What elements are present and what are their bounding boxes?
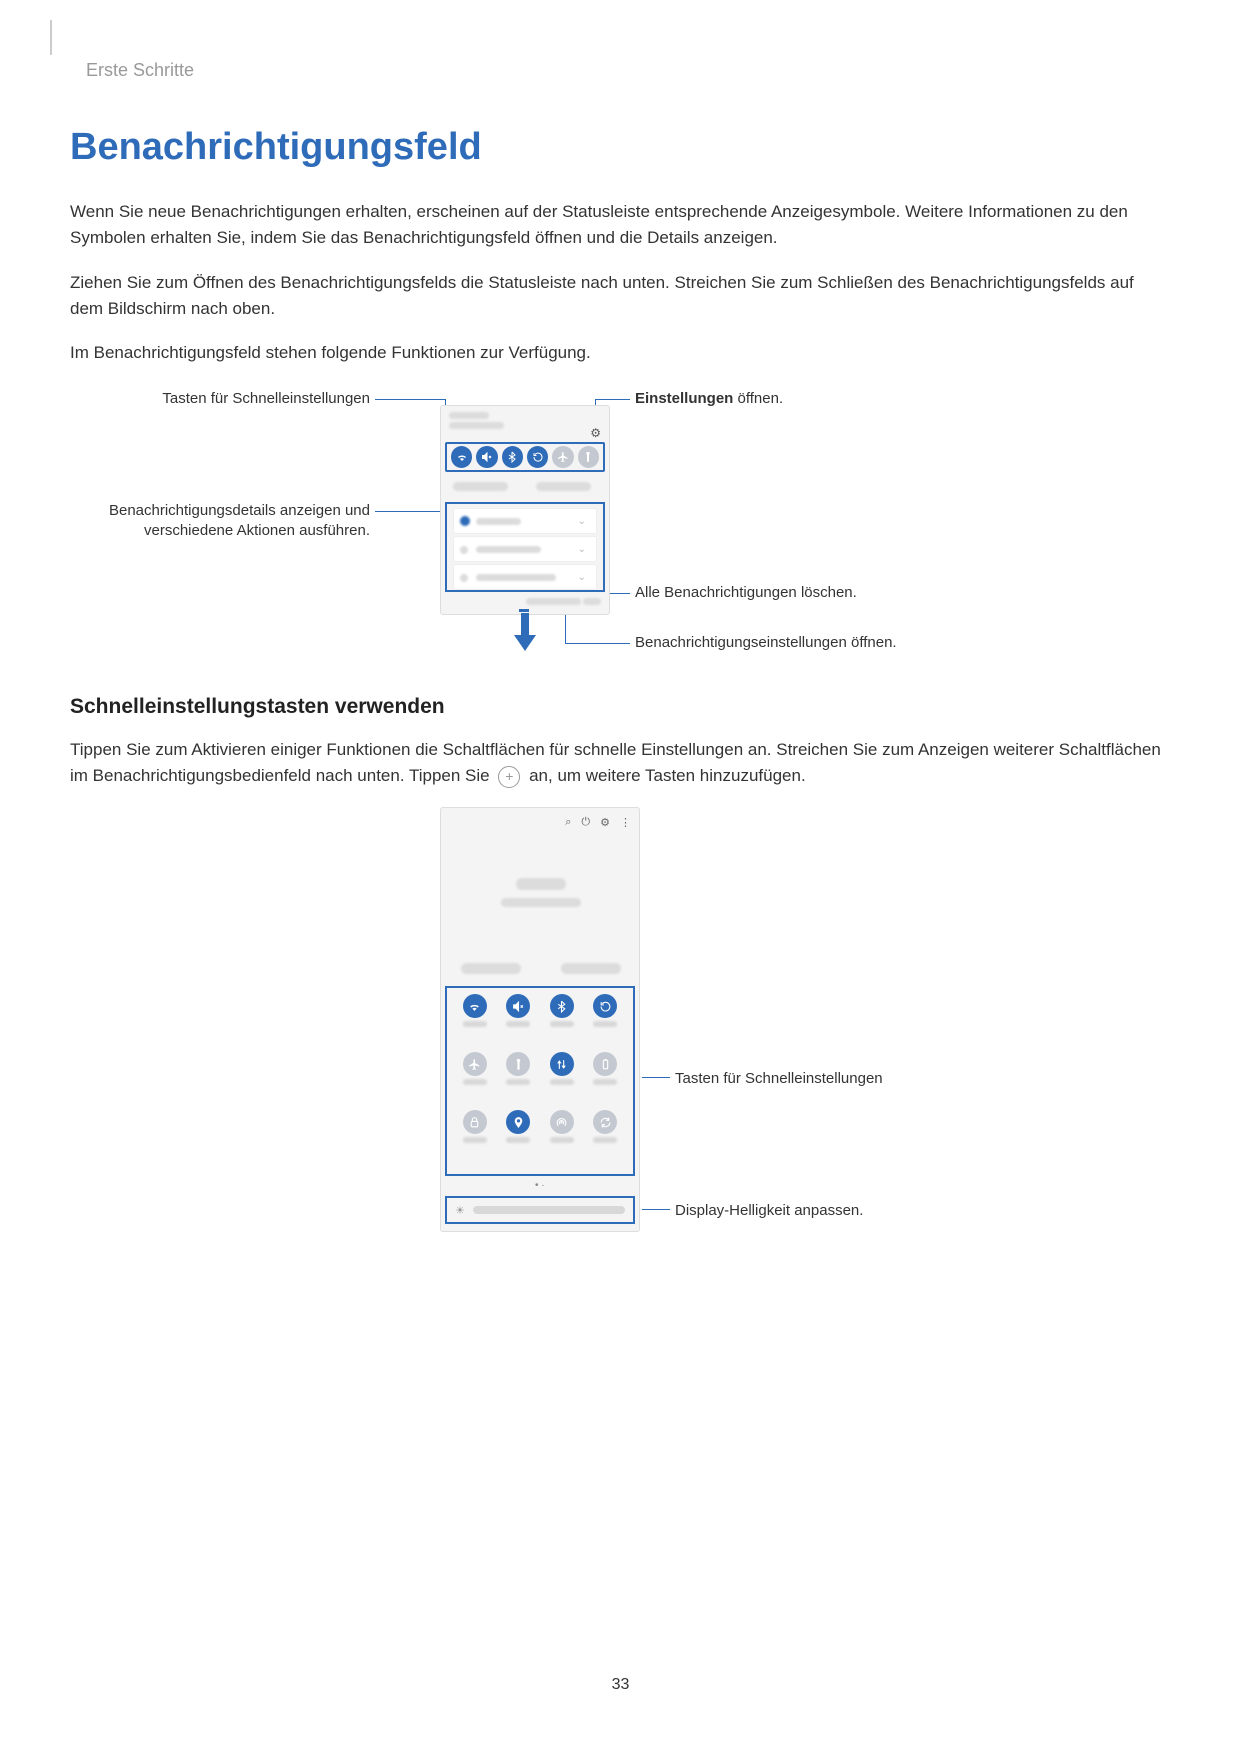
callout-open-settings: Einstellungen öffnen. [635, 389, 783, 409]
gear-icon: ⚙ [600, 816, 610, 829]
figure-notification-panel: Tasten für Schnelleinstellungen Benachri… [70, 385, 1171, 665]
quick-settings-cell [584, 994, 628, 1052]
callout-line [565, 611, 566, 644]
bluetooth-icon [550, 994, 574, 1018]
flashlight-icon [506, 1052, 530, 1076]
power-icon: ⏻ [581, 816, 590, 829]
icon-label-blur [593, 1137, 617, 1143]
brightness-track [473, 1206, 625, 1214]
callout-brightness: Display-Helligkeit anpassen. [675, 1201, 863, 1221]
flashlight-icon [578, 446, 599, 468]
quick-settings-row [445, 442, 605, 472]
quick-settings-cell [497, 1052, 541, 1110]
quick-settings-cell [584, 1052, 628, 1110]
more-icon: ⋮ [620, 816, 631, 829]
notification-item: ⌄ [453, 536, 597, 562]
plus-icon: + [498, 766, 520, 788]
callout-notification-settings: Benachrichtigungseinstellungen öffnen. [635, 633, 897, 653]
top-icons-bar: ⌕ ⏻ ⚙ ⋮ [565, 816, 631, 829]
down-arrow-icon [514, 613, 536, 656]
dolock-icon [463, 1110, 487, 1134]
brightness-icon: ☀ [455, 1204, 465, 1217]
notification-panel-screenshot: ⚙ ⌄ ⌄ ⌄ [440, 405, 610, 615]
quick-settings-cell [497, 1110, 541, 1168]
quick-settings-cell [497, 994, 541, 1052]
callout-line [642, 1209, 670, 1210]
airplane-icon [552, 446, 573, 468]
quick-settings-cell [540, 994, 584, 1052]
callout-quick-settings: Tasten für Schnelleinstellungen [70, 389, 370, 409]
powersave-icon [593, 1052, 617, 1076]
rotate-icon [527, 446, 548, 468]
callout-notification-details: Benachrichtigungsdetails anzeigen und ve… [70, 501, 370, 542]
breadcrumb: Erste Schritte [86, 60, 1171, 81]
tab-indicator [50, 20, 52, 55]
icon-label-blur [550, 1021, 574, 1027]
hotspot-icon [550, 1110, 574, 1134]
page-number: 33 [612, 1676, 630, 1694]
brightness-slider-box: ☀ [445, 1196, 635, 1224]
icon-label-blur [593, 1079, 617, 1085]
page-dots: • · [535, 1180, 545, 1191]
icon-label-blur [463, 1137, 487, 1143]
wifi-icon [463, 994, 487, 1018]
notification-list-box: ⌄ ⌄ ⌄ [445, 502, 605, 592]
icon-label-blur [550, 1079, 574, 1085]
data-icon [550, 1052, 574, 1076]
icon-label-blur [593, 1021, 617, 1027]
callout-quick-settings-grid: Tasten für Schnelleinstellungen [675, 1069, 883, 1089]
intro-para-1: Wenn Sie neue Benachrichtigungen erhalte… [70, 199, 1171, 252]
bluetooth-icon [502, 446, 523, 468]
wifi-icon [451, 446, 472, 468]
mute-icon [476, 446, 497, 468]
figure-expanded-panel: ⌕ ⏻ ⚙ ⋮ • · ☀ Tasten für Schnelleinstell… [70, 807, 1171, 1247]
drag-handle [519, 609, 529, 612]
quick-settings-grid [445, 986, 635, 1176]
notification-item: ⌄ [453, 564, 597, 590]
icon-label-blur [550, 1137, 574, 1143]
icon-label-blur [506, 1021, 530, 1027]
callout-line [375, 399, 445, 400]
quick-settings-cell [453, 1110, 497, 1168]
para4b: an, um weitere Tasten hinzuzufügen. [524, 766, 805, 785]
callout-clear-all: Alle Benachrichtigungen löschen. [635, 583, 857, 603]
expanded-panel-screenshot: ⌕ ⏻ ⚙ ⋮ • · ☀ [440, 807, 640, 1232]
quick-settings-cell [453, 994, 497, 1052]
notification-item: ⌄ [453, 508, 597, 534]
icon-label-blur [506, 1137, 530, 1143]
subheading-quick-settings: Schnelleinstellungstasten verwenden [70, 695, 1171, 719]
mute-icon [506, 994, 530, 1018]
icon-label-blur [463, 1079, 487, 1085]
callout-line [565, 643, 630, 644]
intro-para-2: Ziehen Sie zum Öffnen des Benachrichtigu… [70, 270, 1171, 323]
quick-settings-cell [453, 1052, 497, 1110]
page-title: Benachrichtigungsfeld [70, 126, 1171, 169]
search-icon: ⌕ [565, 816, 571, 829]
rotate-icon [593, 994, 617, 1018]
quick-settings-cell [540, 1052, 584, 1110]
icon-label-blur [506, 1079, 530, 1085]
page-content: Erste Schritte Benachrichtigungsfeld Wen… [0, 0, 1241, 1247]
quick-settings-cell [540, 1110, 584, 1168]
callout-line [642, 1077, 670, 1078]
location-icon [506, 1110, 530, 1134]
intro-para-3: Im Benachrichtigungsfeld stehen folgende… [70, 340, 1171, 366]
open-settings-bold: Einstellungen [635, 390, 733, 407]
sync-icon [593, 1110, 617, 1134]
gear-icon: ⚙ [590, 426, 601, 440]
quick-settings-cell [584, 1110, 628, 1168]
quick-settings-para: Tippen Sie zum Aktivieren einiger Funkti… [70, 737, 1171, 790]
icon-label-blur [463, 1021, 487, 1027]
callout-line [595, 399, 630, 400]
open-settings-rest: öffnen. [733, 390, 783, 407]
airplane-icon [463, 1052, 487, 1076]
